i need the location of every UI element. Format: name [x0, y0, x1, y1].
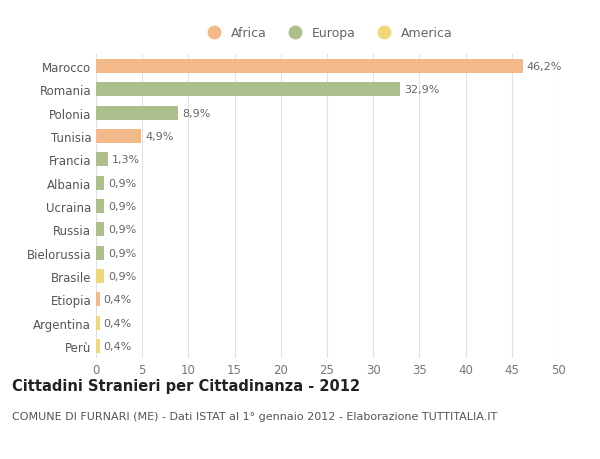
Bar [96, 60, 523, 74]
Bar [96, 269, 104, 284]
Text: 0,9%: 0,9% [108, 248, 136, 258]
Text: 1,3%: 1,3% [112, 155, 140, 165]
Text: Cittadini Stranieri per Cittadinanza - 2012: Cittadini Stranieri per Cittadinanza - 2… [12, 379, 360, 394]
Text: 0,9%: 0,9% [108, 178, 136, 188]
Bar [96, 223, 104, 237]
Bar [96, 200, 104, 213]
Text: 8,9%: 8,9% [182, 108, 211, 118]
Legend: Africa, Europa, America: Africa, Europa, America [196, 22, 458, 45]
Text: 0,4%: 0,4% [103, 341, 131, 351]
Text: 32,9%: 32,9% [404, 85, 439, 95]
Bar [96, 246, 104, 260]
Bar [96, 106, 178, 120]
Bar [96, 129, 141, 144]
Text: 4,9%: 4,9% [145, 132, 173, 142]
Text: 0,9%: 0,9% [108, 271, 136, 281]
Text: 0,9%: 0,9% [108, 225, 136, 235]
Text: COMUNE DI FURNARI (ME) - Dati ISTAT al 1° gennaio 2012 - Elaborazione TUTTITALIA: COMUNE DI FURNARI (ME) - Dati ISTAT al 1… [12, 411, 497, 421]
Bar [96, 153, 108, 167]
Bar [96, 339, 100, 353]
Bar [96, 83, 400, 97]
Bar [96, 316, 100, 330]
Bar [96, 176, 104, 190]
Text: 0,4%: 0,4% [103, 295, 131, 305]
Text: 0,4%: 0,4% [103, 318, 131, 328]
Text: 0,9%: 0,9% [108, 202, 136, 212]
Text: 46,2%: 46,2% [527, 62, 562, 72]
Bar [96, 293, 100, 307]
